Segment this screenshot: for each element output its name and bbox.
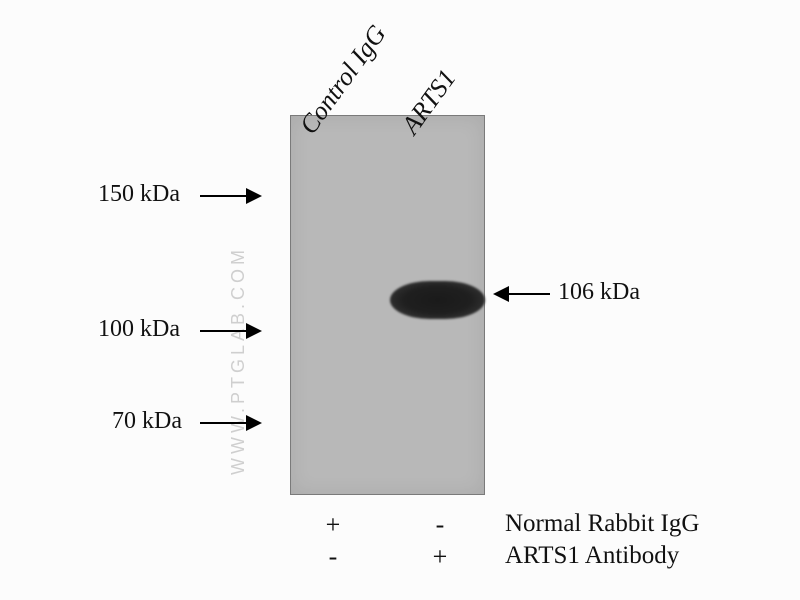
- arrow-right-icon: [200, 330, 260, 332]
- legend-label: Normal Rabbit IgG: [505, 510, 699, 538]
- plus-minus-cell: +: [425, 542, 455, 572]
- band-mw-label: 106 kDa: [558, 279, 640, 306]
- mw-label: 100 kDa: [98, 316, 180, 343]
- mw-label: 150 kDa: [98, 181, 180, 208]
- arrow-left-icon: [495, 293, 550, 295]
- watermark: WWW.PTGLAB.COM: [228, 246, 249, 475]
- western-blot-figure: WWW.PTGLAB.COM 150 kDa 100 kDa 70 kDa 106 kD…: [0, 0, 800, 600]
- legend-label: ARTS1 Antibody: [505, 542, 679, 570]
- arrow-right-icon: [200, 422, 260, 424]
- plus-minus-cell: -: [318, 542, 348, 572]
- plus-minus-cell: -: [425, 510, 455, 540]
- protein-band: [390, 281, 485, 319]
- plus-minus-cell: +: [318, 510, 348, 540]
- mw-label: 70 kDa: [112, 408, 182, 435]
- arrow-right-icon: [200, 195, 260, 197]
